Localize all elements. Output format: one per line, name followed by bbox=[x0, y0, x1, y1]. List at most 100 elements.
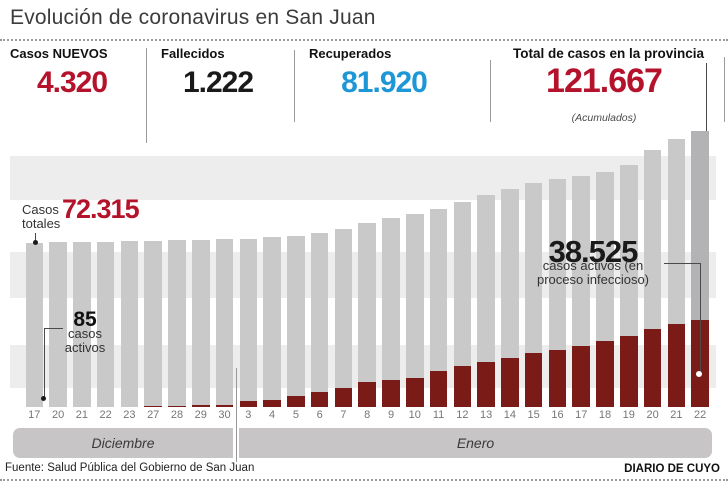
bar-total-5-11 bbox=[287, 235, 305, 407]
bar-active-11-17 bbox=[429, 371, 448, 407]
bar-active-16-22 bbox=[548, 350, 567, 407]
bar-total-12-18 bbox=[453, 201, 472, 407]
bar-total-13-19 bbox=[477, 195, 495, 407]
bar-active-13-19 bbox=[477, 362, 495, 407]
bar-active-9-15 bbox=[382, 379, 400, 407]
x-axis-label-22-3: 22 bbox=[99, 409, 112, 421]
activos-first-leader-dot bbox=[41, 396, 46, 401]
bar-active-21-27 bbox=[667, 324, 686, 407]
bar-active-10-16 bbox=[406, 377, 424, 407]
x-axis-label-29-7: 29 bbox=[194, 409, 207, 421]
x-axis-label-21-27: 21 bbox=[670, 409, 683, 421]
credit-text: DIARIO DE CUYO bbox=[624, 463, 720, 475]
total-leader-line bbox=[706, 63, 707, 141]
bar-total-29-7 bbox=[192, 239, 210, 407]
bar-active-19-25 bbox=[620, 335, 638, 407]
bar-total-14-20 bbox=[501, 189, 519, 407]
bar-total-22-3 bbox=[96, 241, 115, 407]
x-axis-label-8-14: 8 bbox=[364, 409, 371, 421]
activos-first-leader-h bbox=[44, 328, 63, 329]
x-axis-label-21-2: 21 bbox=[75, 409, 88, 421]
casos-totales-label: Casos totales bbox=[22, 202, 61, 231]
x-axis-label-15-21: 15 bbox=[527, 409, 540, 421]
activos-last-leader-v bbox=[700, 263, 701, 375]
bar-total-9-15 bbox=[382, 218, 400, 407]
x-axis-label-10-16: 10 bbox=[408, 409, 421, 421]
bar-total-16-22 bbox=[548, 179, 567, 407]
stat-divider-4 bbox=[724, 57, 725, 122]
bar-active-27-5 bbox=[144, 406, 162, 407]
bar-active-3-9 bbox=[239, 401, 258, 407]
x-axis-label-17-0: 17 bbox=[28, 409, 41, 421]
page-title: Evolución de coronavirus en San Juan bbox=[10, 6, 376, 29]
bar-total-30-8 bbox=[215, 239, 234, 407]
bar-total-27-5 bbox=[144, 240, 162, 407]
casos-totales-leader-dot bbox=[33, 240, 38, 245]
casos-totales-leader-line bbox=[35, 233, 36, 241]
stat-recovered-label: Recuperados bbox=[309, 46, 392, 61]
stat-total-value: 121.667 bbox=[546, 62, 663, 100]
stat-deaths-value: 1.222 bbox=[182, 66, 254, 99]
activos-last-annotation: 38.525 casos activos (en proceso infecci… bbox=[518, 234, 668, 287]
stat-new-cases-value: 4.320 bbox=[36, 66, 108, 99]
x-axis-label-23-4: 23 bbox=[123, 409, 136, 421]
bar-active-15-21 bbox=[524, 353, 543, 407]
bar-active-12-18 bbox=[453, 366, 472, 407]
x-axis-label-4-10: 4 bbox=[269, 409, 276, 421]
bar-active-6-12 bbox=[310, 392, 329, 407]
x-axis-label-22-28: 22 bbox=[694, 409, 707, 421]
x-axis-label-9-15: 9 bbox=[387, 409, 395, 421]
bar-total-15-21 bbox=[524, 182, 543, 407]
bar-active-17-23 bbox=[572, 345, 590, 407]
x-axis-label-28-6: 28 bbox=[170, 409, 184, 421]
x-axis-label-6-12: 6 bbox=[316, 409, 323, 421]
activos-first-annotation: 85 casos activos bbox=[52, 308, 118, 355]
bar-active-14-20 bbox=[501, 357, 519, 407]
x-axis-label-11-17: 11 bbox=[432, 409, 445, 421]
bar-active-20-26 bbox=[643, 329, 662, 407]
x-axis-label-27-5: 27 bbox=[147, 409, 160, 421]
x-axis-label-12-18: 12 bbox=[456, 409, 469, 421]
casos-totales-value: 72.315 bbox=[62, 194, 140, 224]
month-band-enero: Enero bbox=[239, 428, 712, 458]
x-axis-label-30-8: 30 bbox=[218, 409, 231, 421]
stat-deaths-label: Fallecidos bbox=[161, 46, 225, 61]
bar-active-7-13 bbox=[334, 387, 353, 407]
bar-total-10-16 bbox=[406, 213, 424, 407]
bar-total-17-0 bbox=[25, 242, 44, 407]
bar-active-4-10 bbox=[263, 399, 281, 407]
x-axis-label-7-13: 7 bbox=[340, 409, 347, 421]
activos-last-value: 38.525 bbox=[548, 234, 639, 269]
stat-total-note: (Acumulados) bbox=[571, 112, 637, 124]
stat-divider-3 bbox=[490, 60, 491, 122]
bar-active-30-8 bbox=[215, 405, 234, 407]
x-axis-label-18-24: 18 bbox=[598, 409, 612, 421]
bar-total-8-14 bbox=[358, 222, 376, 407]
activos-last-leader-h bbox=[664, 263, 701, 264]
bar-total-20-1 bbox=[49, 242, 67, 407]
month-divider-line bbox=[236, 368, 237, 462]
activos-last-leader-dot bbox=[696, 371, 702, 377]
bar-active-5-11 bbox=[287, 396, 305, 407]
bar-total-4-10 bbox=[263, 237, 281, 407]
stat-new-cases-label: Casos NUEVOS bbox=[10, 46, 108, 61]
x-axis-label-13-19: 13 bbox=[479, 409, 493, 421]
x-axis-label-20-26: 20 bbox=[646, 409, 659, 421]
x-axis-label-5-11: 5 bbox=[292, 409, 299, 421]
bar-total-3-9 bbox=[239, 238, 258, 407]
bar-total-7-13 bbox=[334, 228, 353, 407]
activos-first-value: 85 bbox=[73, 308, 97, 331]
x-axis-label-19-25: 19 bbox=[622, 409, 635, 421]
stat-total-label: Total de casos en la provincia bbox=[513, 46, 705, 61]
x-axis-label-16-22: 16 bbox=[551, 409, 564, 421]
bar-total-11-17 bbox=[429, 209, 448, 407]
bar-active-8-14 bbox=[358, 382, 376, 407]
x-axis-label-20-1: 20 bbox=[51, 409, 65, 421]
bar-active-18-24 bbox=[596, 340, 614, 407]
title-divider bbox=[0, 39, 728, 41]
bar-total-21-2 bbox=[73, 242, 91, 407]
bar-active-28-6 bbox=[168, 405, 186, 407]
bar-total-28-6 bbox=[168, 240, 186, 407]
